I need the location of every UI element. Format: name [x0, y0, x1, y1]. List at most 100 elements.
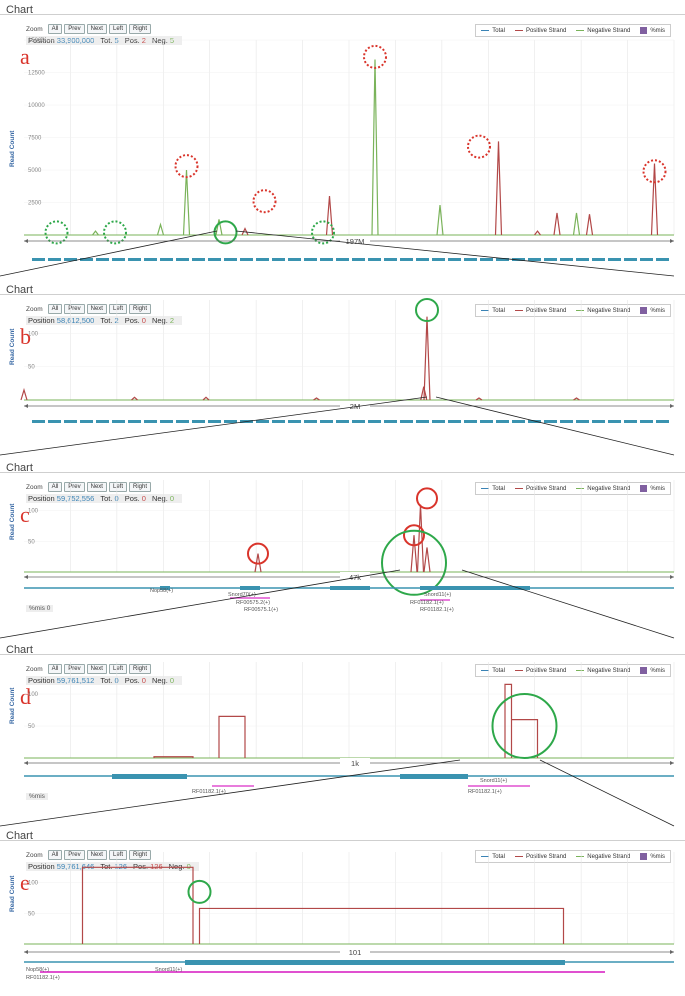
pos-label: Pos.: [124, 36, 142, 45]
legend-item-mis[interactable]: %mis: [640, 853, 665, 860]
legend-item-total[interactable]: Total: [481, 854, 505, 860]
zoom-next-button[interactable]: Next: [86, 664, 107, 674]
feature-label: RF00575.1(+): [244, 607, 278, 613]
legend-item-mis[interactable]: %mis: [640, 485, 665, 492]
data-peak: [131, 396, 138, 401]
gene-segment: [432, 420, 445, 423]
zoom-all-button[interactable]: All: [47, 850, 63, 860]
zoom-prev-button[interactable]: Prev: [64, 482, 85, 492]
chart-title: Chart: [6, 462, 33, 474]
zoom-right-button[interactable]: Right: [129, 850, 152, 860]
position-readout: Position 59,761,646 Tot. 126 Pos. 126 Neg. …: [26, 862, 199, 871]
mis-readout: %mis: [26, 793, 48, 800]
highlight-circle: [467, 134, 491, 159]
zoom-next-button[interactable]: Next: [86, 482, 107, 492]
legend-item-positive[interactable]: Positive Strand: [514, 854, 566, 860]
legend-label: Positive Strand: [525, 485, 567, 492]
zoom-left-button[interactable]: Left: [108, 304, 127, 314]
legend-item-total[interactable]: Total: [481, 486, 505, 492]
zoom-next-button[interactable]: Next: [86, 24, 107, 34]
legend-item-total[interactable]: Total: [481, 308, 505, 314]
gene-segment: [384, 420, 397, 423]
y-axis-label: Read Count: [9, 875, 16, 912]
gene-segment: [432, 258, 445, 261]
gene-segment: [64, 258, 77, 261]
position-readout: Position 59,752,556 Tot. 0 Pos. 0 Neg. 0: [26, 494, 183, 503]
legend-item-total[interactable]: Total: [481, 28, 505, 34]
zoom-next-button[interactable]: Next: [86, 850, 107, 860]
legend-item-negative[interactable]: Negative Strand: [576, 668, 630, 674]
position-readout: Position 33,900,000 Tot. 5 Pos. 2 Neg. 5: [26, 36, 183, 45]
data-peak: [215, 219, 223, 236]
pos-label: Pos.: [124, 316, 142, 325]
legend-item-negative[interactable]: Negative Strand: [576, 486, 630, 492]
highlight-circle: [381, 529, 447, 596]
legend-item-mis[interactable]: %mis: [640, 667, 665, 674]
gene-segment: [240, 420, 253, 423]
legend-label: %mis: [650, 667, 665, 674]
tot-label: Tot.: [100, 676, 115, 685]
gene-segment: [304, 420, 317, 423]
range-label: 197M: [346, 237, 365, 246]
arrow-right-icon: [670, 404, 674, 408]
zoom-prev-button[interactable]: Prev: [64, 664, 85, 674]
highlight-circle: [363, 44, 387, 69]
zoom-left-button[interactable]: Left: [108, 482, 127, 492]
gene-segment: [32, 258, 45, 261]
zoom-all-button[interactable]: All: [47, 304, 63, 314]
zoom-prev-button[interactable]: Prev: [64, 304, 85, 314]
feature-label: RF01182.1(+): [192, 789, 226, 795]
zoom-prev-button[interactable]: Prev: [64, 24, 85, 34]
zoom-all-button[interactable]: All: [47, 664, 63, 674]
y-tick-label: 50: [28, 365, 35, 371]
range-label: 47k: [349, 573, 361, 582]
legend-item-positive[interactable]: Positive Strand: [514, 485, 567, 492]
zoom-right-button[interactable]: Right: [129, 24, 152, 34]
zoom-all-button[interactable]: All: [47, 482, 63, 492]
zoom-all-button[interactable]: All: [47, 24, 63, 34]
legend-item-negative[interactable]: Negative Strand: [576, 308, 630, 314]
data-peak: [553, 212, 561, 236]
legend-item-negative[interactable]: Negative Strand: [576, 28, 630, 34]
arrow-left-icon: [24, 761, 28, 765]
zoom-next-button[interactable]: Next: [86, 304, 107, 314]
zoom-right-button[interactable]: Right: [129, 664, 152, 674]
highlight-circle: [311, 220, 335, 245]
legend-item-negative[interactable]: Negative Strand: [576, 854, 630, 860]
zoom-left-button[interactable]: Left: [108, 664, 127, 674]
legend-item-positive[interactable]: Positive Strand: [514, 27, 567, 34]
legend-item-mis[interactable]: %mis: [640, 307, 665, 314]
y-tick-label: 7500: [28, 136, 42, 142]
legend-swatch: [514, 669, 523, 672]
data-peak: [416, 504, 425, 573]
gene-segment: [176, 420, 189, 423]
zoom-right-button[interactable]: Right: [129, 304, 152, 314]
legend-label: Negative Strand: [587, 27, 631, 34]
legend-label: Positive Strand: [525, 27, 567, 34]
gene-segment: [640, 258, 653, 261]
position-label: Position: [28, 494, 57, 503]
arrow-left-icon: [24, 950, 28, 954]
feature-label: RF01182.1(+): [410, 600, 444, 606]
gene-segment: [608, 258, 621, 261]
zoom-right-button[interactable]: Right: [129, 482, 152, 492]
gene-segment: [112, 420, 125, 423]
legend-label: Total: [492, 485, 505, 492]
data-peak: [585, 214, 594, 236]
highlight-circle: [247, 542, 269, 565]
gene-segment: [336, 258, 349, 261]
data-peak: [202, 396, 210, 401]
zoom-left-button[interactable]: Left: [108, 850, 127, 860]
gene-segment: [224, 420, 237, 423]
legend-item-total[interactable]: Total: [481, 668, 505, 674]
gene-segment: [256, 420, 269, 423]
legend-item-positive[interactable]: Positive Strand: [514, 308, 566, 314]
zoom-prev-button[interactable]: Prev: [64, 850, 85, 860]
legend-item-positive[interactable]: Positive Strand: [514, 668, 566, 674]
range-label-bg: [340, 401, 370, 411]
legend-item-mis[interactable]: %mis: [640, 27, 665, 34]
neg-value: 5: [169, 36, 175, 45]
zoom-left-button[interactable]: Left: [108, 24, 127, 34]
gene-segment: [144, 258, 157, 261]
highlight-circle: [642, 159, 667, 184]
